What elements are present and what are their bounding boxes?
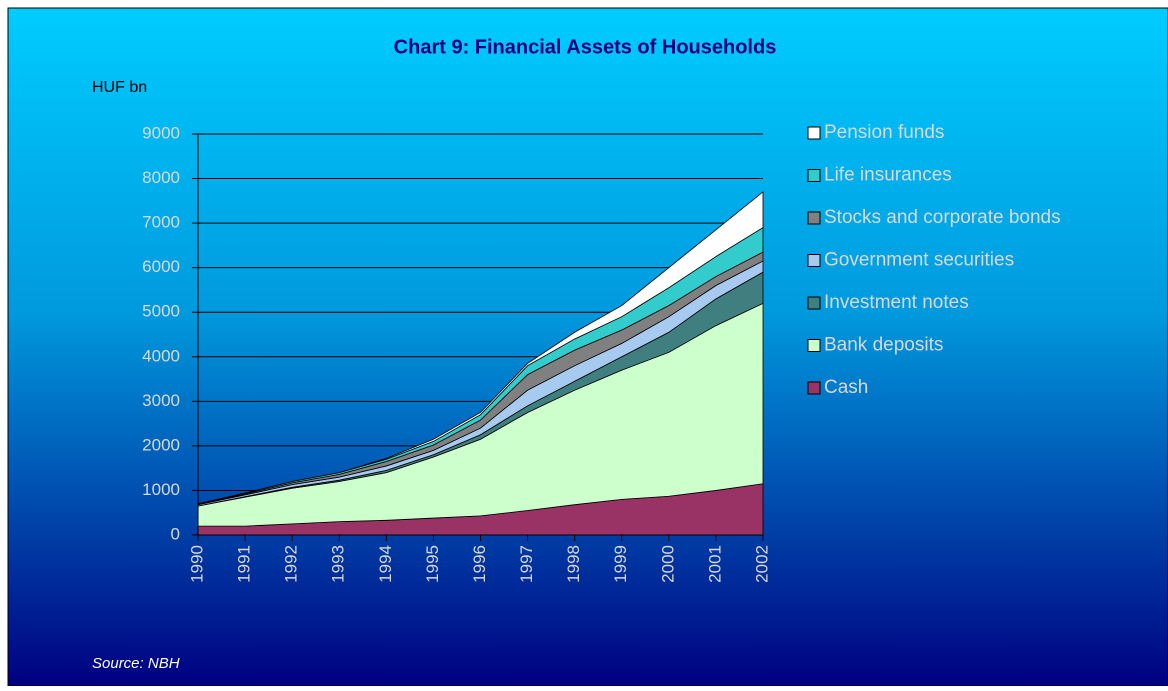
legend-label: Government securities — [824, 250, 1014, 271]
x-tick-label: 1999 — [611, 545, 630, 583]
y-tick-label: 3000 — [142, 391, 180, 410]
legend-swatch — [807, 169, 821, 182]
source-note: Source: NBH — [92, 655, 180, 672]
x-tick-label: 1990 — [187, 545, 206, 583]
y-tick-label: 2000 — [142, 435, 180, 454]
y-tick-label: 1000 — [142, 480, 180, 499]
y-tick-label: 4000 — [142, 346, 180, 365]
x-tick-label: 1993 — [329, 545, 348, 583]
legend-label: Pension funds — [824, 122, 944, 143]
x-tick-label: 2000 — [658, 545, 677, 583]
y-tick-label: 6000 — [142, 257, 180, 276]
x-tick-label: 1998 — [564, 545, 583, 583]
legend-label: Bank deposits — [824, 335, 943, 356]
legend-label: Stocks and corporate bonds — [824, 207, 1061, 228]
x-tick-label: 2002 — [752, 545, 771, 583]
y-tick-label: 5000 — [142, 302, 180, 321]
x-tick-label: 1995 — [423, 545, 442, 583]
x-tick-label: 1997 — [517, 545, 536, 583]
area — [197, 191, 764, 505]
legend-swatch — [807, 126, 821, 140]
legend-swatch — [807, 296, 821, 310]
legend-swatch — [807, 211, 821, 225]
y-tick-label: 7000 — [142, 213, 180, 232]
x-tick-label: 1992 — [282, 545, 301, 583]
x-tick-label: 1996 — [470, 545, 489, 583]
legend-swatch — [807, 381, 821, 395]
legend-label: Cash — [824, 377, 868, 398]
x-tick-label: 1991 — [235, 545, 254, 583]
legend-label: Life insurances — [824, 165, 952, 186]
y-axis-label: HUF bn — [92, 79, 147, 96]
y-tick-label: 9000 — [142, 123, 180, 142]
legend-swatch — [807, 254, 821, 267]
y-tick-label: 8000 — [142, 168, 180, 187]
y-tick-label: 0 — [171, 524, 180, 543]
x-tick-label: 2001 — [705, 545, 724, 583]
x-tick-label: 1994 — [376, 545, 395, 583]
chart-title: Chart 9: Financial Assets of Households — [394, 36, 777, 58]
legend-swatch — [807, 339, 821, 352]
legend-label: Investment notes — [824, 292, 969, 313]
